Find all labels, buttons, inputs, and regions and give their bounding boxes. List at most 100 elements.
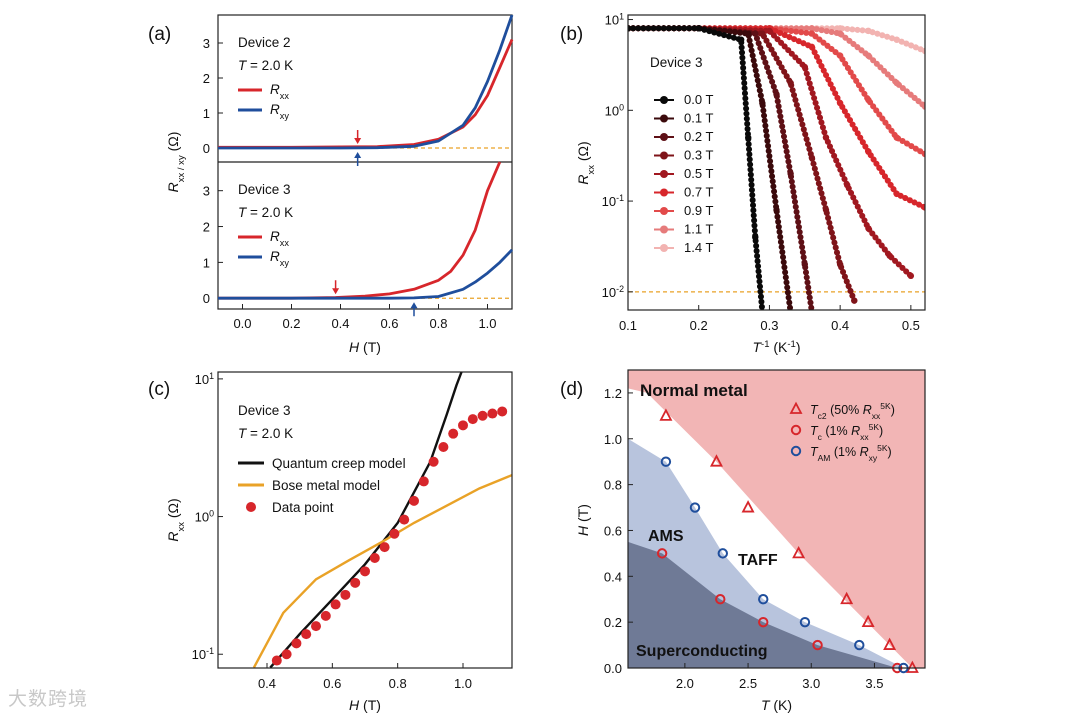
text-part: R <box>270 102 280 117</box>
watermark: 大数跨境 <box>8 688 89 710</box>
data-point <box>836 261 844 268</box>
text-part: 0.6 <box>380 316 398 331</box>
y-tick-label: 100 <box>195 509 214 525</box>
text-part: 1 <box>203 106 210 121</box>
text-part: 0 <box>203 141 210 156</box>
text-part: T <box>752 339 762 355</box>
text-part: 0.1 T <box>684 111 713 126</box>
marker-circle <box>799 616 811 628</box>
text-part: 0.2 <box>604 615 622 630</box>
data-point <box>836 52 844 59</box>
text-part: (T) <box>575 504 591 526</box>
region-normal-metal <box>628 370 925 668</box>
data-point <box>851 297 858 304</box>
data-point <box>752 30 759 37</box>
text-part: 1 <box>203 255 210 270</box>
data-point <box>467 414 478 425</box>
data-point <box>787 79 794 87</box>
series-line-Rxy <box>218 14 514 150</box>
legend-marker <box>789 401 803 414</box>
data-point <box>773 206 780 214</box>
data-point <box>893 190 900 198</box>
text-part: 2 <box>203 71 210 86</box>
x-tick-label: 1.0 <box>478 316 496 331</box>
text-part: H <box>349 339 360 355</box>
text-part: -1 <box>761 339 769 350</box>
text-part: 1.0 <box>478 316 496 331</box>
text-part: R <box>165 182 181 192</box>
legend-marker <box>660 96 668 104</box>
text-part: 0.8 <box>604 478 622 493</box>
legend-label: 0.7 T <box>684 185 713 200</box>
text-part: (a) <box>148 24 171 45</box>
temperature-label: T = 2.0 K <box>238 426 293 441</box>
y-tick-label: 0.6 <box>604 523 622 538</box>
data-point <box>379 542 390 553</box>
y-axis-label: H (T) <box>575 504 591 536</box>
legend-marker <box>660 133 668 141</box>
text-part: 1.0 <box>604 432 622 447</box>
data-point <box>822 134 830 141</box>
x-tick-label: 0.8 <box>389 676 407 691</box>
device-label: Device 3 <box>238 182 291 197</box>
text-part: 0 <box>619 102 624 112</box>
data-point <box>759 30 766 37</box>
text-part: R <box>575 175 591 185</box>
text-part: (Ω) <box>165 498 181 522</box>
text-part: AMS <box>648 528 684 545</box>
marker-triangle <box>905 660 919 673</box>
marker-circle <box>758 616 769 628</box>
text-part: 5K <box>869 422 880 432</box>
panel-label-b: (b) <box>560 24 583 45</box>
data-point <box>418 476 429 487</box>
legend-marker <box>660 244 668 252</box>
device-label: Device 3 <box>650 55 703 70</box>
text-part: 0.1 <box>619 318 637 333</box>
data-point <box>320 610 331 621</box>
text-part: 2.5 <box>739 676 757 691</box>
text-part: TAFF <box>738 552 778 569</box>
data-point <box>389 528 400 539</box>
text-part: Device 3 <box>238 403 291 418</box>
text-part: (b) <box>560 24 583 45</box>
x-tick-label: 0.0 <box>233 316 251 331</box>
data-point <box>865 96 872 104</box>
text-part: 0.7 T <box>684 185 713 200</box>
y-tick-label: 2 <box>203 71 210 86</box>
text-part: xx / xy <box>176 155 187 182</box>
text-part: 5K <box>880 401 891 411</box>
x-tick-label: 0.4 <box>331 316 349 331</box>
text-part: 1 <box>209 371 214 381</box>
data-point <box>921 103 925 110</box>
text-part: 1.4 T <box>684 240 713 255</box>
text-part: 1.0 <box>454 676 472 691</box>
text-part: T <box>238 58 248 73</box>
text-part: 0.9 T <box>684 203 713 218</box>
data-point <box>865 52 872 59</box>
plot-frame <box>627 14 926 311</box>
data-point <box>399 514 410 525</box>
device-label: Device 2 <box>238 35 291 50</box>
text-part: T <box>238 205 248 220</box>
text-part: Bose metal model <box>272 478 380 493</box>
text-part: ) <box>888 445 892 459</box>
legend-label: Rxy <box>270 102 289 121</box>
text-part: H <box>349 697 360 713</box>
text-part: (50% <box>827 403 863 417</box>
marker-triangle <box>883 637 897 650</box>
plot-frame <box>627 369 926 669</box>
legend-marker <box>660 188 668 197</box>
text-part: (K <box>770 339 789 355</box>
marker-triangle <box>861 614 875 628</box>
text-part: 0.3 T <box>684 148 713 163</box>
legend-marker <box>660 151 668 160</box>
text-part: 3.5 <box>865 676 883 691</box>
x-tick-label: 3.5 <box>865 676 883 691</box>
plot-area <box>628 370 925 668</box>
text-part: 0.6 <box>323 676 341 691</box>
text-part: T <box>810 403 819 417</box>
text-part: T <box>810 424 819 438</box>
data-point <box>865 148 872 155</box>
x-axis-label: H (T) <box>349 697 381 713</box>
x-axis-label: T-1 (K-1) <box>752 339 800 356</box>
